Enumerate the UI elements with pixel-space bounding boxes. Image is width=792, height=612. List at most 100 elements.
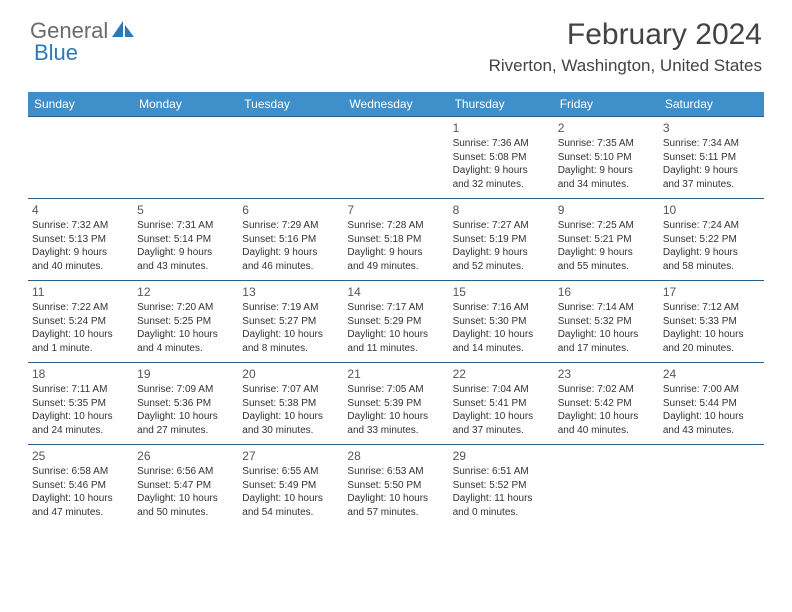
- cell-dl2: and 17 minutes.: [558, 342, 655, 356]
- calendar-cell: 5Sunrise: 7:31 AMSunset: 5:14 PMDaylight…: [133, 199, 238, 281]
- cell-sr: Sunrise: 7:27 AM: [453, 219, 550, 233]
- cell-ss: Sunset: 5:21 PM: [558, 233, 655, 247]
- cell-dl1: Daylight: 10 hours: [32, 328, 129, 342]
- cell-dl1: Daylight: 9 hours: [453, 246, 550, 260]
- cell-sr: Sunrise: 7:29 AM: [242, 219, 339, 233]
- calendar-cell: 10Sunrise: 7:24 AMSunset: 5:22 PMDayligh…: [659, 199, 764, 281]
- day-number: 21: [347, 366, 444, 382]
- cell-dl2: and 40 minutes.: [32, 260, 129, 274]
- cell-dl2: and 14 minutes.: [453, 342, 550, 356]
- cell-sr: Sunrise: 7:17 AM: [347, 301, 444, 315]
- cell-dl2: and 37 minutes.: [663, 178, 760, 192]
- cell-sr: Sunrise: 6:56 AM: [137, 465, 234, 479]
- day-number: 26: [137, 448, 234, 464]
- cell-dl2: and 54 minutes.: [242, 506, 339, 520]
- calendar-cell: 23Sunrise: 7:02 AMSunset: 5:42 PMDayligh…: [554, 363, 659, 445]
- cell-dl1: Daylight: 9 hours: [558, 246, 655, 260]
- cell-dl2: and 20 minutes.: [663, 342, 760, 356]
- calendar-cell: 25Sunrise: 6:58 AMSunset: 5:46 PMDayligh…: [28, 445, 133, 527]
- cell-dl1: Daylight: 9 hours: [137, 246, 234, 260]
- day-number: 15: [453, 284, 550, 300]
- calendar-cell: [659, 445, 764, 527]
- cell-sr: Sunrise: 7:00 AM: [663, 383, 760, 397]
- logo-sail-icon: [112, 19, 138, 44]
- calendar-cell: 13Sunrise: 7:19 AMSunset: 5:27 PMDayligh…: [238, 281, 343, 363]
- calendar-cell: 1Sunrise: 7:36 AMSunset: 5:08 PMDaylight…: [449, 117, 554, 199]
- cell-dl2: and 43 minutes.: [663, 424, 760, 438]
- cell-dl2: and 8 minutes.: [242, 342, 339, 356]
- cell-dl2: and 52 minutes.: [453, 260, 550, 274]
- day-number: 24: [663, 366, 760, 382]
- cell-dl2: and 47 minutes.: [32, 506, 129, 520]
- cell-dl2: and 40 minutes.: [558, 424, 655, 438]
- cell-dl1: Daylight: 9 hours: [32, 246, 129, 260]
- day-number: 18: [32, 366, 129, 382]
- cell-ss: Sunset: 5:38 PM: [242, 397, 339, 411]
- cell-sr: Sunrise: 7:04 AM: [453, 383, 550, 397]
- day-number: 23: [558, 366, 655, 382]
- cell-sr: Sunrise: 7:02 AM: [558, 383, 655, 397]
- cell-dl1: Daylight: 10 hours: [663, 410, 760, 424]
- calendar-cell: 14Sunrise: 7:17 AMSunset: 5:29 PMDayligh…: [343, 281, 448, 363]
- day-number: 17: [663, 284, 760, 300]
- cell-ss: Sunset: 5:30 PM: [453, 315, 550, 329]
- cell-ss: Sunset: 5:24 PM: [32, 315, 129, 329]
- cell-sr: Sunrise: 6:53 AM: [347, 465, 444, 479]
- day-number: 19: [137, 366, 234, 382]
- cell-sr: Sunrise: 7:35 AM: [558, 137, 655, 151]
- cell-sr: Sunrise: 7:09 AM: [137, 383, 234, 397]
- cell-dl2: and 32 minutes.: [453, 178, 550, 192]
- calendar-cell: [238, 117, 343, 199]
- day-number: 22: [453, 366, 550, 382]
- calendar-week-row: 18Sunrise: 7:11 AMSunset: 5:35 PMDayligh…: [28, 363, 764, 445]
- cell-ss: Sunset: 5:33 PM: [663, 315, 760, 329]
- cell-dl1: Daylight: 10 hours: [347, 492, 444, 506]
- day-number: 20: [242, 366, 339, 382]
- cell-dl1: Daylight: 10 hours: [453, 328, 550, 342]
- cell-dl2: and 57 minutes.: [347, 506, 444, 520]
- cell-sr: Sunrise: 7:28 AM: [347, 219, 444, 233]
- cell-dl2: and 58 minutes.: [663, 260, 760, 274]
- logo-blue-row: Blue: [34, 40, 78, 66]
- calendar-cell: 15Sunrise: 7:16 AMSunset: 5:30 PMDayligh…: [449, 281, 554, 363]
- day-number: 9: [558, 202, 655, 218]
- cell-ss: Sunset: 5:13 PM: [32, 233, 129, 247]
- calendar-week-row: 1Sunrise: 7:36 AMSunset: 5:08 PMDaylight…: [28, 117, 764, 199]
- calendar-cell: 18Sunrise: 7:11 AMSunset: 5:35 PMDayligh…: [28, 363, 133, 445]
- cell-ss: Sunset: 5:29 PM: [347, 315, 444, 329]
- cell-dl2: and 37 minutes.: [453, 424, 550, 438]
- cell-ss: Sunset: 5:18 PM: [347, 233, 444, 247]
- calendar-cell: 7Sunrise: 7:28 AMSunset: 5:18 PMDaylight…: [343, 199, 448, 281]
- day-number: 27: [242, 448, 339, 464]
- calendar-cell: 16Sunrise: 7:14 AMSunset: 5:32 PMDayligh…: [554, 281, 659, 363]
- cell-dl1: Daylight: 10 hours: [32, 492, 129, 506]
- month-title: February 2024: [489, 18, 762, 52]
- day-number: 29: [453, 448, 550, 464]
- day-header: Thursday: [449, 92, 554, 117]
- cell-dl2: and 4 minutes.: [137, 342, 234, 356]
- calendar-cell: [343, 117, 448, 199]
- cell-dl2: and 55 minutes.: [558, 260, 655, 274]
- cell-ss: Sunset: 5:46 PM: [32, 479, 129, 493]
- cell-dl1: Daylight: 10 hours: [242, 410, 339, 424]
- cell-ss: Sunset: 5:32 PM: [558, 315, 655, 329]
- day-number: 4: [32, 202, 129, 218]
- day-header: Sunday: [28, 92, 133, 117]
- calendar-week-row: 4Sunrise: 7:32 AMSunset: 5:13 PMDaylight…: [28, 199, 764, 281]
- cell-ss: Sunset: 5:52 PM: [453, 479, 550, 493]
- calendar-cell: 22Sunrise: 7:04 AMSunset: 5:41 PMDayligh…: [449, 363, 554, 445]
- cell-dl1: Daylight: 9 hours: [347, 246, 444, 260]
- cell-dl1: Daylight: 10 hours: [347, 328, 444, 342]
- day-number: 25: [32, 448, 129, 464]
- cell-ss: Sunset: 5:16 PM: [242, 233, 339, 247]
- title-block: February 2024 Riverton, Washington, Unit…: [489, 18, 762, 76]
- cell-dl1: Daylight: 10 hours: [137, 492, 234, 506]
- location: Riverton, Washington, United States: [489, 56, 762, 76]
- cell-dl2: and 11 minutes.: [347, 342, 444, 356]
- cell-ss: Sunset: 5:11 PM: [663, 151, 760, 165]
- cell-dl1: Daylight: 10 hours: [137, 410, 234, 424]
- cell-dl2: and 24 minutes.: [32, 424, 129, 438]
- cell-dl1: Daylight: 9 hours: [663, 164, 760, 178]
- cell-ss: Sunset: 5:49 PM: [242, 479, 339, 493]
- cell-sr: Sunrise: 6:58 AM: [32, 465, 129, 479]
